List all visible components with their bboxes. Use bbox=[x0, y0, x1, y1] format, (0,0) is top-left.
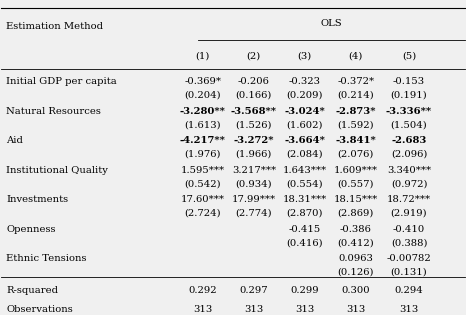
Text: -0.410: -0.410 bbox=[393, 225, 425, 234]
Text: -3.841*: -3.841* bbox=[336, 136, 376, 145]
Text: Estimation Method: Estimation Method bbox=[6, 22, 103, 31]
Text: (2.870): (2.870) bbox=[287, 209, 323, 218]
Text: (0.131): (0.131) bbox=[391, 268, 427, 277]
Text: 18.72***: 18.72*** bbox=[387, 195, 431, 204]
Text: -2.873*: -2.873* bbox=[336, 107, 376, 116]
Text: -0.369*: -0.369* bbox=[185, 77, 221, 86]
Text: 313: 313 bbox=[244, 305, 263, 314]
Text: (0.972): (0.972) bbox=[391, 179, 427, 188]
Text: -0.415: -0.415 bbox=[288, 225, 321, 234]
Text: (0.191): (0.191) bbox=[391, 91, 427, 100]
Text: Initial GDP per capita: Initial GDP per capita bbox=[6, 77, 117, 86]
Text: -0.00782: -0.00782 bbox=[387, 255, 432, 263]
Text: 3.217***: 3.217*** bbox=[232, 166, 276, 175]
Text: (0.166): (0.166) bbox=[236, 91, 272, 100]
Text: -0.372*: -0.372* bbox=[337, 77, 374, 86]
Text: Observations: Observations bbox=[6, 305, 73, 314]
Text: (2.919): (2.919) bbox=[391, 209, 427, 218]
Text: (1.966): (1.966) bbox=[236, 150, 272, 159]
Text: 18.15***: 18.15*** bbox=[334, 195, 378, 204]
Text: 0.297: 0.297 bbox=[240, 285, 268, 295]
Text: OLS: OLS bbox=[321, 19, 342, 28]
Text: (0.934): (0.934) bbox=[235, 179, 272, 188]
Text: (2.076): (2.076) bbox=[337, 150, 374, 159]
Text: (2.084): (2.084) bbox=[287, 150, 323, 159]
Text: -2.683: -2.683 bbox=[391, 136, 427, 145]
Text: (1.602): (1.602) bbox=[287, 120, 323, 129]
Text: -3.664*: -3.664* bbox=[284, 136, 325, 145]
Text: Natural Resources: Natural Resources bbox=[6, 107, 101, 116]
Text: 0.0963: 0.0963 bbox=[338, 255, 373, 263]
Text: 0.294: 0.294 bbox=[395, 285, 424, 295]
Text: 0.300: 0.300 bbox=[342, 285, 370, 295]
Text: (0.542): (0.542) bbox=[185, 179, 221, 188]
Text: 313: 313 bbox=[295, 305, 315, 314]
Text: R-squared: R-squared bbox=[6, 285, 58, 295]
Text: 313: 313 bbox=[399, 305, 418, 314]
Text: (0.416): (0.416) bbox=[287, 238, 323, 248]
Text: (1.613): (1.613) bbox=[185, 120, 221, 129]
Text: 3.340***: 3.340*** bbox=[387, 166, 431, 175]
Text: Aid: Aid bbox=[6, 136, 23, 145]
Text: (0.412): (0.412) bbox=[337, 238, 374, 248]
Text: (5): (5) bbox=[402, 51, 416, 60]
Text: Ethnic Tensions: Ethnic Tensions bbox=[6, 255, 87, 263]
Text: -3.336**: -3.336** bbox=[386, 107, 432, 116]
Text: (0.204): (0.204) bbox=[185, 91, 221, 100]
Text: (0.209): (0.209) bbox=[287, 91, 323, 100]
Text: (1.504): (1.504) bbox=[391, 120, 427, 129]
Text: -0.386: -0.386 bbox=[340, 225, 372, 234]
Text: (1.526): (1.526) bbox=[236, 120, 272, 129]
Text: (4): (4) bbox=[349, 51, 363, 60]
Text: (0.557): (0.557) bbox=[337, 179, 374, 188]
Text: -0.323: -0.323 bbox=[289, 77, 321, 86]
Text: (3): (3) bbox=[298, 51, 312, 60]
Text: -0.206: -0.206 bbox=[238, 77, 270, 86]
Text: (0.388): (0.388) bbox=[391, 238, 427, 248]
Text: Openness: Openness bbox=[6, 225, 55, 234]
Text: 0.292: 0.292 bbox=[189, 285, 217, 295]
Text: -3.272*: -3.272* bbox=[233, 136, 274, 145]
Text: (2.724): (2.724) bbox=[185, 209, 221, 218]
Text: (1.976): (1.976) bbox=[185, 150, 221, 159]
Text: -3.024*: -3.024* bbox=[284, 107, 325, 116]
Text: 0.299: 0.299 bbox=[290, 285, 319, 295]
Text: 18.31***: 18.31*** bbox=[283, 195, 327, 204]
Text: (0.214): (0.214) bbox=[337, 91, 374, 100]
Text: (2.774): (2.774) bbox=[235, 209, 272, 218]
Text: 1.643***: 1.643*** bbox=[283, 166, 327, 175]
Text: 1.595***: 1.595*** bbox=[181, 166, 225, 175]
Text: -4.217**: -4.217** bbox=[180, 136, 226, 145]
Text: (2): (2) bbox=[247, 51, 261, 60]
Text: (2.096): (2.096) bbox=[391, 150, 427, 159]
Text: 313: 313 bbox=[346, 305, 365, 314]
Text: -3.568**: -3.568** bbox=[231, 107, 277, 116]
Text: 17.60***: 17.60*** bbox=[181, 195, 225, 204]
Text: Investments: Investments bbox=[6, 195, 68, 204]
Text: (0.126): (0.126) bbox=[337, 268, 374, 277]
Text: -0.153: -0.153 bbox=[393, 77, 425, 86]
Text: (1.592): (1.592) bbox=[337, 120, 374, 129]
Text: 1.609***: 1.609*** bbox=[334, 166, 378, 175]
Text: Institutional Quality: Institutional Quality bbox=[6, 166, 108, 175]
Text: (2.869): (2.869) bbox=[337, 209, 374, 218]
Text: 313: 313 bbox=[193, 305, 212, 314]
Text: (0.554): (0.554) bbox=[287, 179, 323, 188]
Text: 17.99***: 17.99*** bbox=[232, 195, 276, 204]
Text: -3.280**: -3.280** bbox=[180, 107, 226, 116]
Text: (1): (1) bbox=[196, 51, 210, 60]
